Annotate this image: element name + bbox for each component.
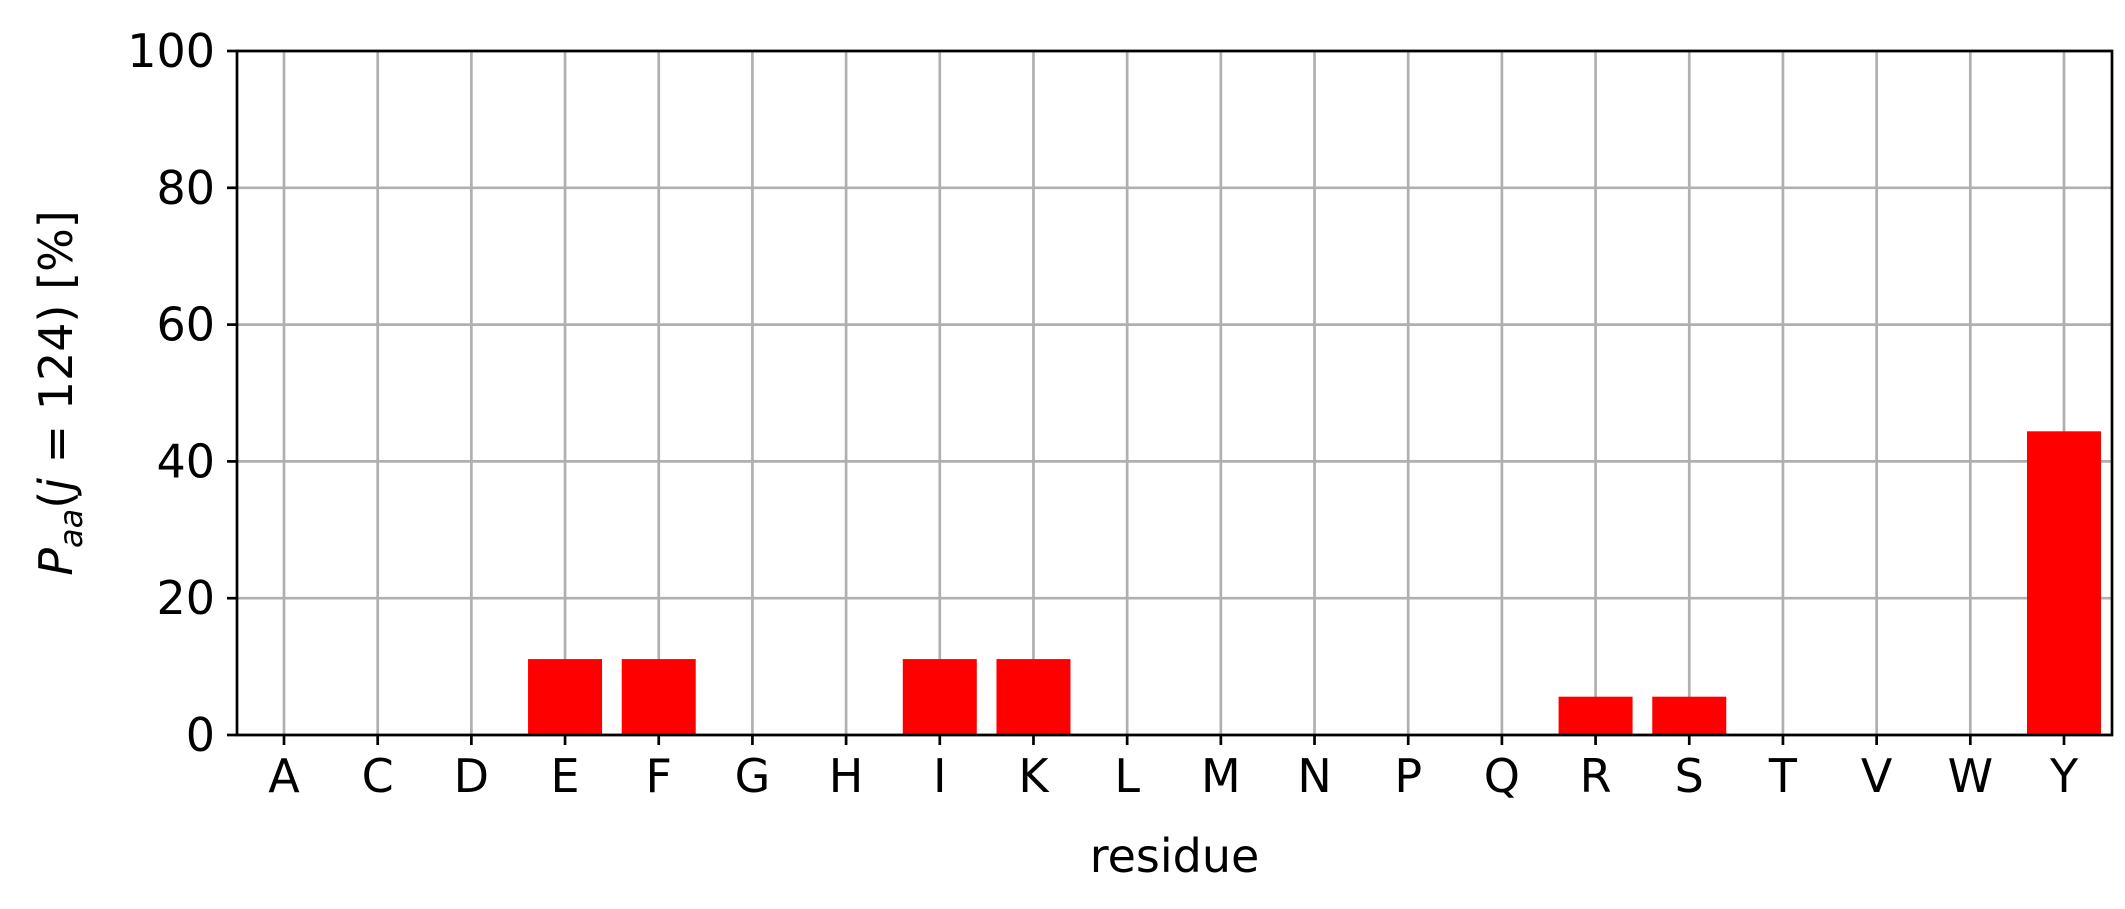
x-tick-label: G xyxy=(735,749,771,803)
bars xyxy=(528,431,2101,735)
grid-lines xyxy=(237,49,2112,737)
x-tick-label: H xyxy=(829,749,864,803)
plot-frame xyxy=(235,49,2114,737)
y-tick-label: 100 xyxy=(127,24,215,78)
bar-K xyxy=(996,659,1071,735)
x-tick-label: R xyxy=(1580,749,1612,803)
x-tick-label: C xyxy=(362,749,394,803)
x-tick-label: A xyxy=(268,749,300,803)
y-axis-label: Paa(j = 124) [%] xyxy=(29,210,90,575)
y-axis-label-rest: = 124) [%] xyxy=(29,210,83,478)
y-tick-label: 20 xyxy=(156,571,215,625)
bar-R xyxy=(1558,696,1633,735)
y-axis-label-symbol: P xyxy=(29,548,83,576)
y-tick-label: 60 xyxy=(156,298,215,352)
x-tick-label: I xyxy=(933,749,947,803)
x-tick-label: T xyxy=(1768,749,1798,803)
bar-I xyxy=(902,659,977,735)
x-tick-label: M xyxy=(1201,749,1241,803)
x-tick-label: P xyxy=(1394,749,1422,803)
y-axis-label-open: ( xyxy=(29,491,83,509)
x-tick-label: D xyxy=(454,749,489,803)
bar-E xyxy=(528,659,603,735)
y-axis-label-subscript: aa xyxy=(52,509,90,548)
y-tick-label: 40 xyxy=(156,434,215,488)
x-tick-label: F xyxy=(646,749,672,803)
x-tick-label: L xyxy=(1114,749,1140,803)
y-tick-label: 0 xyxy=(186,708,215,762)
x-tick-label: K xyxy=(1018,749,1050,803)
x-tick-label: W xyxy=(1948,749,1993,803)
bar-Y xyxy=(2027,431,2101,735)
bar-F xyxy=(621,659,696,735)
y-axis: 0 20 40 60 80 100 xyxy=(127,24,237,762)
x-tick-label: S xyxy=(1675,749,1704,803)
x-tick-label: Y xyxy=(2049,749,2079,803)
x-tick-label: Q xyxy=(1484,749,1520,803)
x-tick-label: V xyxy=(1861,749,1893,803)
bar-S xyxy=(1652,696,1727,735)
x-tick-label: E xyxy=(551,749,580,803)
x-tick-label: N xyxy=(1297,749,1331,803)
x-axis-label: residue xyxy=(1090,829,1260,883)
y-tick-label: 80 xyxy=(156,161,215,215)
